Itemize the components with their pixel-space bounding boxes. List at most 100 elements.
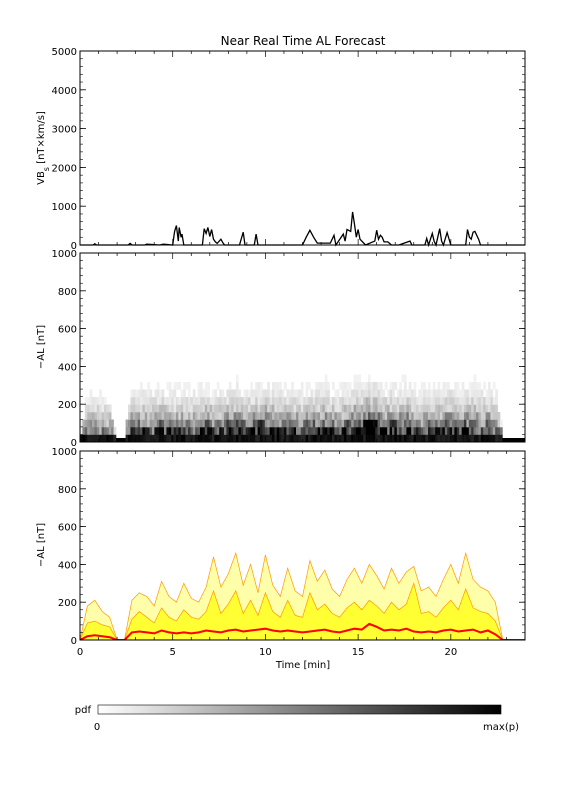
heatmap-cell <box>341 382 345 390</box>
heatmap-cell <box>132 404 136 413</box>
panel1-ticks: 0 1000 2000 3000 4000 5000 <box>52 47 526 252</box>
heatmap-cell <box>228 427 232 435</box>
heatmap-cell <box>312 427 316 435</box>
heatmap-cell <box>279 434 282 442</box>
heatmap-cell <box>236 404 239 413</box>
heatmap-cell <box>202 419 206 428</box>
panel1-frame <box>79 50 526 246</box>
heatmap-cell <box>327 382 330 390</box>
heatmap-cell <box>312 404 316 413</box>
heatmap-cell <box>279 397 282 405</box>
heatmap-cell <box>346 382 350 390</box>
heatmap-cell <box>89 434 93 442</box>
heatmap-cell <box>204 404 208 413</box>
heatmap-cell <box>168 397 172 405</box>
heatmap-cell <box>245 419 249 428</box>
heatmap-cell <box>492 419 496 428</box>
heatmap-cell <box>156 389 160 398</box>
heatmap-cell <box>200 434 203 442</box>
heatmap-cell <box>411 397 414 405</box>
heatmap-cell <box>137 427 141 435</box>
heatmap-cell <box>447 427 450 435</box>
heatmap-cell <box>248 412 251 420</box>
heatmap-cell <box>324 374 328 383</box>
heatmap-cell <box>346 412 350 420</box>
heatmap-cell <box>411 427 414 435</box>
heatmap-cell <box>478 404 482 413</box>
heatmap-cell <box>224 419 227 428</box>
heatmap-cell <box>449 389 453 398</box>
heatmap-cell <box>356 404 359 413</box>
heatmap-cell <box>425 404 429 413</box>
heatmap-cell <box>315 434 318 442</box>
heatmap-cell <box>293 389 297 398</box>
heatmap-cell <box>140 389 143 398</box>
heatmap-cell <box>353 389 357 398</box>
heatmap-cell <box>324 427 328 435</box>
heatmap-cell <box>485 427 489 435</box>
heatmap-cell <box>447 434 450 442</box>
heatmap-cell <box>291 434 294 442</box>
heatmap-cell <box>166 382 170 390</box>
heatmap-cell <box>478 434 482 442</box>
heatmap-cell <box>423 427 426 435</box>
heatmap-cell <box>216 404 220 413</box>
heatmap-cell <box>204 389 208 398</box>
heatmap-cell <box>473 419 477 428</box>
heatmap-cell <box>324 382 328 390</box>
heatmap-cell <box>358 404 362 413</box>
heatmap-cell <box>274 404 278 413</box>
heatmap-cell <box>233 434 237 442</box>
heatmap-cell <box>423 389 426 398</box>
heatmap-cell <box>104 397 107 405</box>
heatmap-cell <box>284 397 287 405</box>
heatmap-cell <box>192 427 196 435</box>
heatmap-cell <box>447 412 450 420</box>
panel2-ylabel: −AL [nT] <box>36 325 47 369</box>
heatmap-cell <box>173 389 177 398</box>
heatmap-cell <box>195 412 198 420</box>
heatmap-cell <box>488 427 491 435</box>
panel3-ticks: 0 200 400 600 800 1000 0 5 10 15 20 <box>52 447 526 658</box>
heatmap-cell <box>130 389 134 398</box>
heatmap-cell <box>399 389 402 398</box>
heatmap-cell <box>471 397 474 405</box>
heatmap-cell <box>341 434 345 442</box>
heatmap-cell <box>92 404 95 413</box>
heatmap-cell <box>380 404 383 413</box>
heatmap-cell <box>442 397 446 405</box>
heatmap-cell <box>413 404 417 413</box>
heatmap-cell <box>317 404 321 413</box>
heatmap-cell <box>384 404 388 413</box>
heatmap-cell <box>341 389 345 398</box>
heatmap-cell <box>363 427 366 435</box>
heatmap-cell <box>147 389 150 398</box>
heatmap-cell <box>336 434 340 442</box>
heatmap-cell <box>207 397 210 405</box>
heatmap-cell <box>238 389 242 398</box>
heatmap-cell <box>279 427 282 435</box>
heatmap-cell <box>473 412 477 420</box>
forecast-band-area <box>80 583 525 640</box>
heatmap-cell <box>420 404 424 413</box>
heatmap-cell <box>380 397 383 405</box>
heatmap-cell <box>252 389 256 398</box>
heatmap-cell <box>428 419 431 428</box>
heatmap-cell <box>269 412 273 420</box>
heatmap-cell <box>408 389 412 398</box>
heatmap-cell <box>399 427 402 435</box>
heatmap-cell <box>142 412 146 420</box>
heatmap-cell <box>461 382 465 390</box>
heatmap-cell <box>375 434 378 442</box>
heatmap-cell <box>363 412 366 420</box>
heatmap-cell <box>84 419 88 428</box>
heatmap-cell <box>327 412 330 420</box>
heatmap-cell <box>233 412 237 420</box>
heatmap-cell <box>329 419 333 428</box>
heatmap-cell <box>164 404 167 413</box>
heatmap-cell <box>135 404 138 413</box>
heatmap-cell <box>476 397 479 405</box>
heatmap-cell <box>348 382 352 390</box>
heatmap-cell <box>113 434 117 442</box>
heatmap-cell <box>185 427 189 435</box>
